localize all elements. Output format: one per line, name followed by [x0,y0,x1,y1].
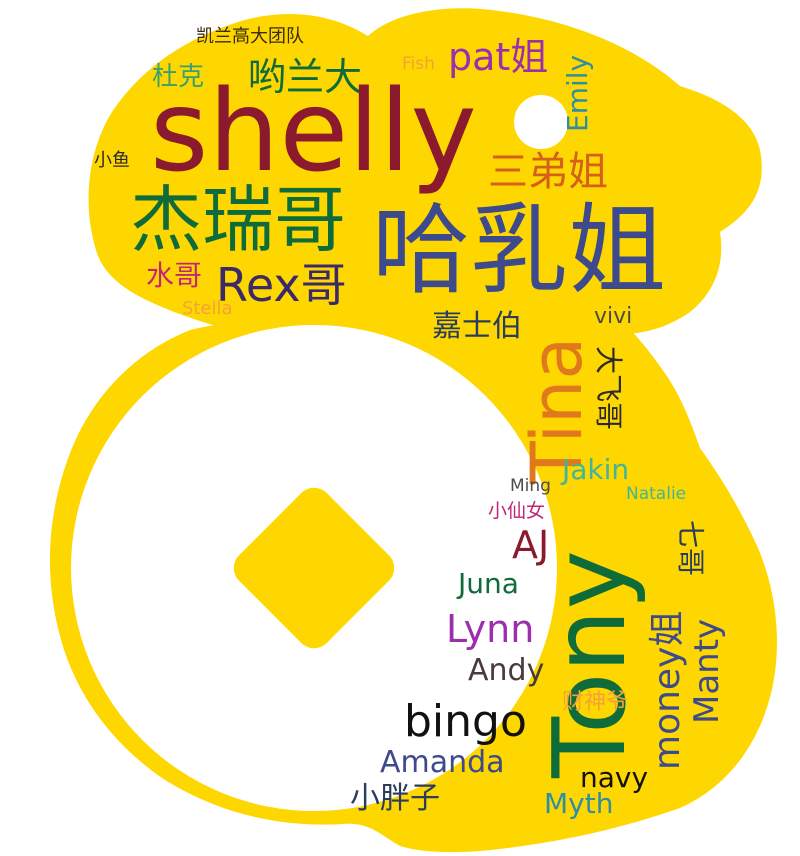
word-w18: 大飞哥 [592,346,625,431]
word-w02: 杜克 [152,62,205,92]
word-w25: 七哥 [674,520,707,577]
mascot-head [88,8,762,349]
word-w12: 水哥 [146,259,203,292]
word-w33: Amanda [380,745,505,780]
word-w35: navy [580,761,649,794]
word-w14: Stella [182,298,233,319]
word-w26: Juna [458,567,519,600]
word-w34: 小胖子 [350,781,440,816]
word-w23: Tony [531,550,648,778]
word-w13: Rex哥 [216,258,347,312]
word-w15: 嘉士伯 [432,309,522,344]
word-w27: money姐 [647,610,688,770]
word-w36: Myth [544,787,614,820]
word-w30: Andy [468,653,545,688]
word-w04: Fish [402,54,435,74]
word-w32: bingo [404,696,527,747]
word-w21: Natalie [626,484,687,504]
word-w31: 财神爷 [562,690,629,715]
word-w11: 哈乳姐 [372,194,667,308]
word-w20: Ming [510,476,551,496]
word-w24: AJ [512,523,550,567]
word-w09: 三弟姐 [488,149,608,195]
word-w19: Jakin [562,453,630,486]
word-w07: shelly [150,67,477,197]
word-w17: vivi [594,304,633,329]
coin-diamond [233,487,395,649]
word-w22: 小仙女 [488,500,546,522]
word-w10: 杰瑞哥 [130,178,347,262]
word-w28: Manty [687,618,727,724]
word-w29: Lynn [446,607,535,651]
word-w08: 小鱼 [94,150,130,171]
mascot-eye [514,95,568,149]
word-w06: Emily [561,54,594,132]
word-w05: pat姐 [448,35,549,79]
word-w01: 凯兰高大团队 [196,26,304,47]
word-w03: 哟兰大 [248,55,363,99]
